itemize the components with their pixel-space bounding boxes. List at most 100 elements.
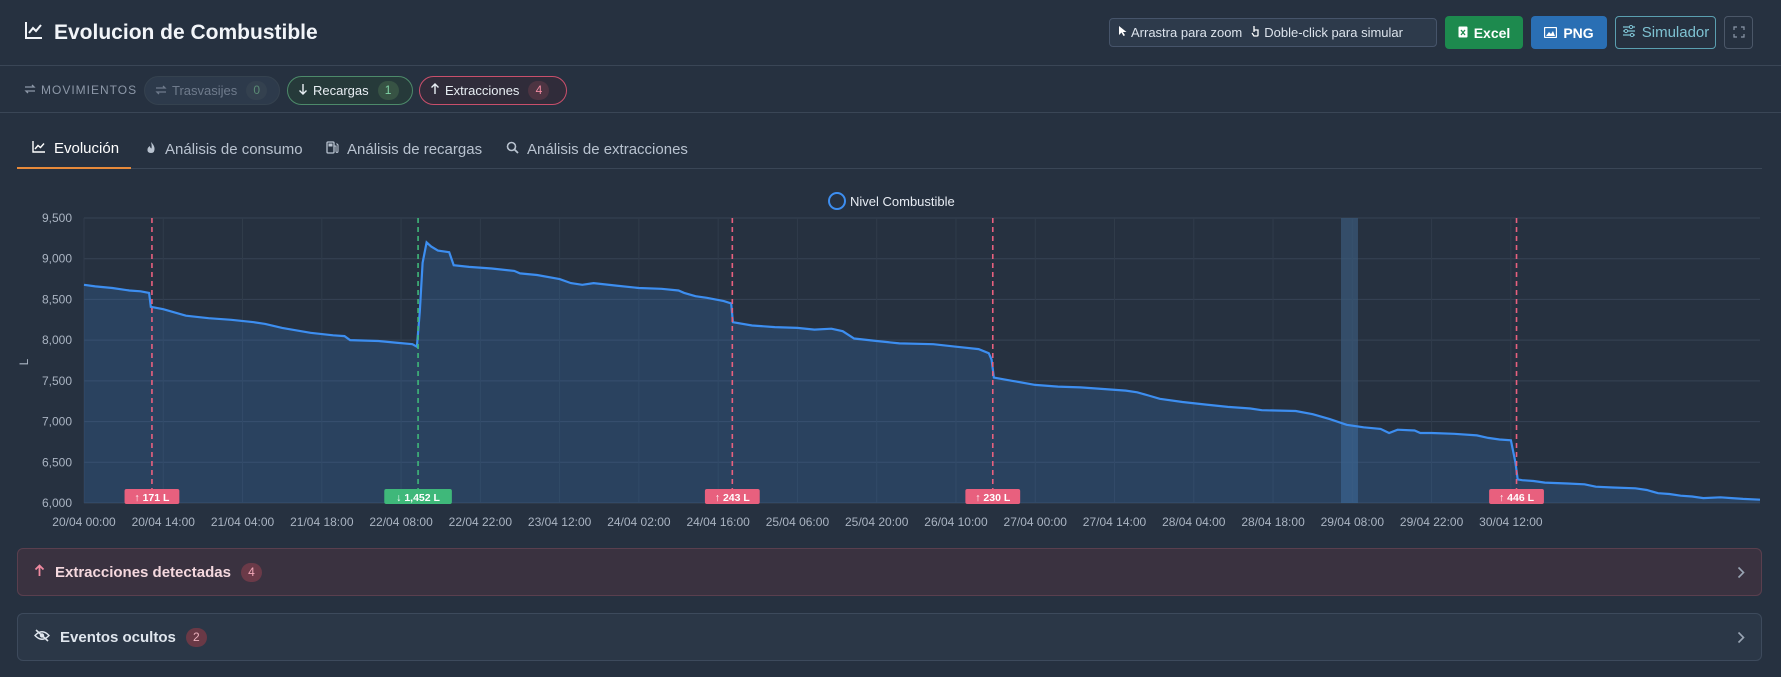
hidden-events-title: Eventos ocultos — [60, 628, 176, 646]
arrow-up-icon — [34, 563, 45, 581]
filter-recargas[interactable]: Recargas 1 — [287, 76, 413, 105]
fullscreen-button[interactable] — [1724, 16, 1753, 49]
x-tick-label: 28/04 18:00 — [1241, 515, 1305, 529]
highlight-band — [1341, 218, 1358, 503]
x-tick-label: 27/04 00:00 — [1004, 515, 1068, 529]
filter-extracciones-count: 4 — [528, 81, 550, 100]
x-axis-ticks: 20/04 00:00 20/04 14:00 21/04 04:00 21/04 1… — [52, 515, 1543, 529]
x-tick-label: 25/04 20:00 — [845, 515, 909, 529]
file-excel-icon — [1458, 25, 1468, 41]
y-axis-label: L — [17, 358, 31, 365]
filter-extracciones-label: Extracciones — [445, 83, 520, 98]
fire-icon — [145, 141, 157, 158]
extraction-marker-badge — [965, 489, 1021, 504]
hidden-events-panel[interactable]: Eventos ocultos 2 — [17, 613, 1762, 661]
chart-grid — [83, 217, 1760, 504]
extraction-marker-label: ↑ 171 L — [134, 492, 170, 504]
page-title: Evolucion de Combustible — [54, 20, 318, 44]
x-tick-label: 22/04 08:00 — [369, 515, 433, 529]
filter-recargas-count: 1 — [377, 81, 399, 100]
line-chart-icon — [24, 20, 44, 45]
hand-pointer-icon — [1250, 25, 1261, 40]
hint-sim: Doble-click para simular — [1250, 25, 1403, 40]
y-tick-label: 9,000 — [42, 252, 72, 266]
line-chart-icon — [32, 140, 46, 157]
excel-button-label: Excel — [1473, 24, 1511, 41]
excel-button[interactable]: Excel — [1445, 16, 1523, 49]
y-tick-label: 7,000 — [42, 415, 72, 429]
x-tick-label: 23/04 12:00 — [528, 515, 592, 529]
y-tick-label: 9,500 — [42, 211, 72, 225]
filter-extracciones[interactable]: Extracciones 4 — [419, 76, 567, 105]
fuel-line — [83, 240, 1761, 501]
event-markers: ↑ 171 L ↓ 1,452 L ↑ 243 L ↑ 230 L ↑ 446 L — [124, 218, 1544, 504]
png-button-label: PNG — [1563, 24, 1594, 41]
tab-evolucion[interactable]: Evolución — [17, 130, 131, 169]
hint-group: Arrastra para zoom Doble-click para simu… — [1109, 18, 1437, 47]
extraction-marker-badge — [704, 489, 760, 504]
x-tick-label: 26/04 10:00 — [924, 515, 988, 529]
x-tick-label: 27/04 14:00 — [1083, 515, 1147, 529]
tab-consumo[interactable]: Análisis de consumo — [145, 130, 303, 169]
x-tick-label: 24/04 16:00 — [686, 515, 750, 529]
y-tick-label: 8,000 — [42, 333, 72, 347]
cursor-pointer-icon — [1118, 25, 1128, 40]
arrow-up-icon — [430, 83, 440, 98]
extractions-panel[interactable]: Extracciones detectadas 4 — [17, 548, 1762, 596]
png-button[interactable]: PNG — [1531, 16, 1607, 49]
extraction-marker-label: ↑ 446 L — [1499, 492, 1535, 504]
extractions-panel-title: Extracciones detectadas — [55, 563, 231, 581]
tab-bar: Evolución Análisis de consumo Análisis d… — [17, 130, 1762, 169]
y-tick-label: 6,000 — [42, 496, 72, 510]
extraction-marker-label: ↑ 230 L — [975, 492, 1011, 504]
tab-recargas-label: Análisis de recargas — [347, 141, 483, 158]
simulator-button-label: Simulador — [1641, 24, 1710, 41]
x-tick-label: 20/04 14:00 — [132, 515, 196, 529]
chart-legend: Nivel Combustible — [828, 192, 955, 210]
filter-trasvasijes-count: 0 — [246, 81, 268, 100]
image-icon — [1544, 25, 1558, 41]
recharge-marker-badge — [384, 489, 452, 504]
filter-trasvasijes[interactable]: Trasvasijes 0 — [144, 76, 280, 105]
hint-zoom-label: Arrastra para zoom — [1131, 25, 1243, 40]
exchange-icon — [155, 83, 167, 98]
chevron-right-icon — [1737, 628, 1745, 649]
y-axis-ticks: 9,500 9,000 8,500 8,000 7,500 7,000 6,500 6,000 — [42, 211, 72, 510]
tab-extracciones-label: Análisis de extracciones — [527, 141, 688, 158]
header: Evolucion de Combustible Arrastra para z… — [0, 0, 1781, 66]
y-tick-label: 6,500 — [42, 455, 72, 469]
y-tick-label: 7,500 — [42, 374, 72, 388]
recharge-marker-label: ↓ 1,452 L — [396, 492, 440, 504]
legend-label: Nivel Combustible — [850, 194, 955, 209]
extraction-marker-badge — [124, 489, 180, 504]
sliders-icon — [1622, 24, 1636, 41]
tab-extracciones[interactable]: Análisis de extracciones — [506, 130, 688, 169]
filter-trasvasijes-label: Trasvasijes — [172, 83, 238, 98]
filter-recargas-label: Recargas — [313, 83, 369, 98]
x-tick-label: 21/04 04:00 — [211, 515, 275, 529]
search-icon — [506, 141, 519, 158]
extraction-marker-label: ↑ 243 L — [715, 492, 751, 504]
x-tick-label: 25/04 06:00 — [766, 515, 830, 529]
simulator-button[interactable]: Simulador — [1615, 16, 1716, 49]
extractions-panel-count: 4 — [240, 562, 262, 582]
x-tick-label: 21/04 18:00 — [290, 515, 354, 529]
x-tick-label: 24/04 02:00 — [607, 515, 671, 529]
hint-zoom: Arrastra para zoom — [1118, 25, 1242, 40]
chevron-right-icon — [1737, 563, 1745, 584]
movements-bar: MOVIMIENTOS Trasvasijes 0 Recargas 1 Ext… — [0, 66, 1781, 113]
x-tick-label: 30/04 12:00 — [1479, 515, 1543, 529]
x-tick-label: 22/04 22:00 — [449, 515, 513, 529]
exchange-icon — [24, 83, 36, 97]
tab-evolucion-label: Evolución — [54, 140, 120, 157]
hidden-events-count: 2 — [185, 627, 207, 647]
movements-label: MOVIMIENTOS — [24, 83, 137, 97]
extraction-marker-badge — [1489, 489, 1544, 504]
arrow-down-icon — [298, 83, 308, 98]
eye-slash-icon — [34, 628, 50, 646]
fuel-chart[interactable]: ↑ 171 L ↓ 1,452 L ↑ 243 L ↑ 230 L ↑ 446 L 9,… — [0, 180, 1781, 530]
hint-sim-label: Doble-click para simular — [1264, 25, 1403, 40]
title-wrap: Evolucion de Combustible — [24, 20, 318, 45]
x-tick-label: 29/04 22:00 — [1400, 515, 1464, 529]
tab-recargas[interactable]: Análisis de recargas — [326, 130, 482, 169]
